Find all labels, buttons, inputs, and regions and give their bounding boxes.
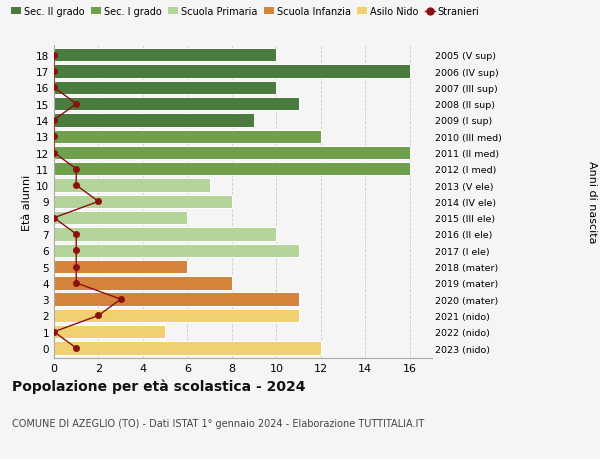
Legend: Sec. II grado, Sec. I grado, Scuola Primaria, Scuola Infanzia, Asilo Nido, Stran: Sec. II grado, Sec. I grado, Scuola Prim… bbox=[11, 7, 479, 17]
Bar bbox=[54, 293, 299, 306]
Bar bbox=[54, 195, 232, 209]
Bar bbox=[54, 341, 321, 355]
Bar bbox=[54, 260, 187, 274]
Text: Popolazione per età scolastica - 2024: Popolazione per età scolastica - 2024 bbox=[12, 379, 305, 393]
Bar bbox=[54, 212, 187, 225]
Bar bbox=[54, 98, 299, 111]
Bar bbox=[54, 49, 277, 62]
Y-axis label: Età alunni: Età alunni bbox=[22, 174, 32, 230]
Text: Anni di nascita: Anni di nascita bbox=[587, 161, 597, 243]
Bar bbox=[54, 114, 254, 127]
Bar bbox=[54, 163, 410, 176]
Bar bbox=[54, 325, 165, 339]
Bar bbox=[54, 82, 277, 95]
Bar bbox=[54, 277, 232, 290]
Bar bbox=[54, 146, 410, 160]
Bar bbox=[54, 130, 321, 144]
Bar bbox=[54, 309, 299, 322]
Bar bbox=[54, 244, 299, 257]
Bar bbox=[54, 179, 209, 192]
Text: COMUNE DI AZEGLIO (TO) - Dati ISTAT 1° gennaio 2024 - Elaborazione TUTTITALIA.IT: COMUNE DI AZEGLIO (TO) - Dati ISTAT 1° g… bbox=[12, 418, 424, 428]
Bar bbox=[54, 228, 277, 241]
Bar bbox=[54, 65, 410, 78]
